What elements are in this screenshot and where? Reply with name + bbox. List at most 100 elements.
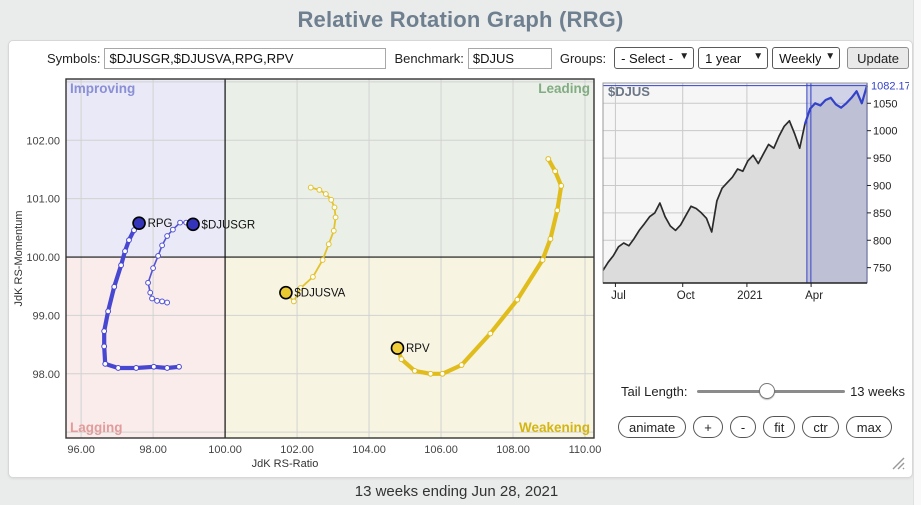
- trail-point: [290, 298, 297, 305]
- trail-point: [131, 227, 137, 234]
- trail-point: [545, 156, 552, 162]
- trail-point: [330, 227, 337, 234]
- trail-point: [101, 328, 108, 335]
- trail-point: [133, 365, 140, 371]
- trail-point: [149, 295, 155, 302]
- trail-point: [126, 237, 132, 244]
- trail-point: [159, 298, 165, 305]
- trail-point: [155, 252, 162, 259]
- tail-length-value: 13 weeks: [850, 383, 905, 399]
- x-tick-label: 110.00: [569, 444, 602, 456]
- period-select[interactable]: 1 year: [698, 47, 769, 69]
- zoom-in-button[interactable]: +: [693, 416, 723, 438]
- trail-point: [307, 184, 314, 191]
- page-title: Relative Rotation Graph (RRG): [297, 7, 624, 32]
- toolbar: Symbols: Benchmark: Groups: - Select - ▼…: [9, 47, 912, 69]
- scrollbar-track[interactable]: [913, 0, 921, 505]
- animate-button[interactable]: animate: [618, 416, 687, 438]
- tail-highlight-band: [806, 83, 867, 283]
- marker-$DJUSVA[interactable]: [279, 285, 293, 300]
- y-tick-label: 100.00: [26, 252, 60, 264]
- y-tick-label: 98.00: [32, 369, 60, 381]
- trail-point: [411, 367, 418, 374]
- frequency-select-wrap: Weekly ▼: [772, 47, 841, 69]
- resize-handle-icon[interactable]: [890, 455, 905, 470]
- quadrant-label-weakening: Weakening: [519, 420, 590, 435]
- fit-button[interactable]: fit: [763, 416, 796, 438]
- rrg-chart[interactable]: Improving Leading Lagging Weakening 96.00 98.…: [9, 75, 609, 475]
- trail-point: [164, 299, 171, 306]
- marker-RPV[interactable]: [390, 341, 405, 355]
- benchmark-chart[interactable]: 750 800 850 900 950 1000 1050 1082.17 Jul Oct 2021…: [599, 77, 909, 307]
- trail-point: [147, 289, 154, 296]
- trail-point: [319, 257, 326, 263]
- chart-buttons: animate + - fit ctr max: [618, 416, 893, 438]
- zoom-out-button[interactable]: -: [729, 416, 757, 438]
- slider-handle[interactable]: [758, 382, 775, 399]
- trail-point: [150, 265, 157, 272]
- x-tick-label: 98.00: [139, 444, 167, 456]
- trail-point: [164, 233, 171, 239]
- footer-caption: 13 weeks ending Jun 28, 2021: [354, 483, 559, 500]
- mini-y-tick-label: 900: [873, 180, 891, 192]
- frequency-select[interactable]: Weekly: [772, 47, 841, 69]
- plot-border: [65, 78, 595, 439]
- benchmark-input[interactable]: [467, 47, 552, 69]
- trail-point: [105, 308, 112, 315]
- max-button[interactable]: max: [845, 416, 893, 438]
- trail-point: [322, 191, 329, 197]
- mini-y-tick-label: 800: [873, 235, 891, 247]
- trail-point: [332, 214, 339, 221]
- marker-RPG[interactable]: [132, 216, 146, 230]
- quadrant-label-lagging: Lagging: [70, 420, 123, 435]
- mini-x-tick-label: 2021: [737, 290, 763, 302]
- trail-point: [297, 285, 304, 291]
- trail-point: [154, 297, 160, 304]
- trail-point: [118, 262, 124, 269]
- quadrant-lagging: [66, 257, 226, 438]
- trail-point: [554, 207, 561, 214]
- trail-point: [558, 182, 565, 189]
- x-tick-label: 106.00: [424, 444, 458, 456]
- last-value-label: 1082.17: [871, 81, 909, 93]
- y-tick-label: 99.00: [32, 310, 60, 322]
- trail-point: [514, 296, 521, 303]
- trail-point: [325, 241, 332, 248]
- y-tick-label: 101.00: [26, 194, 60, 206]
- tail-length-slider[interactable]: [696, 382, 845, 399]
- trail-point: [398, 356, 405, 363]
- marker-$DJUSGR[interactable]: [186, 217, 200, 232]
- groups-select-wrap: - Select - ▼: [614, 47, 695, 69]
- trail-point: [316, 187, 323, 193]
- trail-point: [310, 273, 316, 280]
- x-tick-label: 104.00: [352, 444, 386, 456]
- trail-point: [101, 343, 108, 350]
- price-area: [603, 85, 867, 283]
- x-tick-label: 108.00: [496, 444, 530, 456]
- trail-point: [427, 370, 434, 377]
- groups-select[interactable]: - Select -: [614, 47, 695, 69]
- trail-point: [145, 279, 151, 286]
- marker-label-$DJUSVA: $DJUSVA: [294, 288, 345, 300]
- update-button[interactable]: Update: [847, 47, 910, 69]
- trail-point: [331, 204, 338, 211]
- trail-point: [102, 360, 109, 367]
- tail-length-control: Tail Length: 13 weeks: [621, 382, 905, 400]
- trail-point: [439, 370, 446, 377]
- symbols-label: Symbols:: [47, 50, 101, 66]
- quadrant-leading: [225, 79, 594, 258]
- trail-point: [159, 242, 165, 249]
- marker-label-RPV: RPV: [406, 343, 430, 355]
- benchmark-label: Benchmark:: [394, 50, 464, 66]
- trail-point: [547, 236, 554, 242]
- mini-x-tick-label: Jul: [611, 290, 626, 302]
- trail-point: [176, 363, 182, 370]
- center-button[interactable]: ctr: [802, 416, 839, 438]
- marker-label-$DJUSGR: $DJUSGR: [202, 219, 256, 231]
- trail-point: [539, 257, 546, 263]
- symbols-input[interactable]: [104, 47, 387, 69]
- price-line-tail: [803, 85, 869, 125]
- marker-label-RPG: RPG: [148, 218, 173, 230]
- trail-point: [111, 283, 118, 290]
